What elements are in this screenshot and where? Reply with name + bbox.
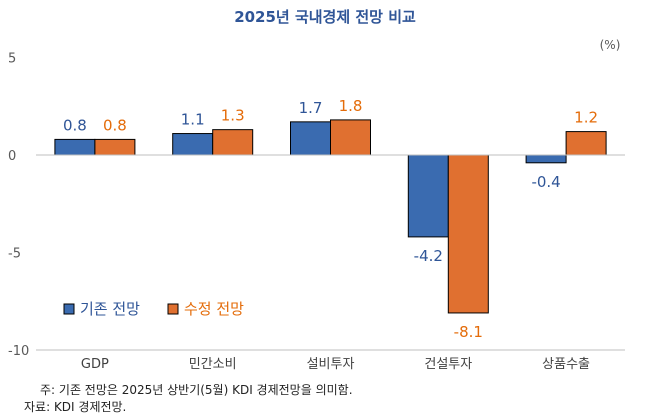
source-note: 자료: KDI 경제전망. [24,400,126,414]
bar-revised-4 [565,131,607,156]
x-tick-label: 설비투자 [307,357,355,372]
data-label-base-1: 1.1 [181,111,205,129]
bars [54,119,607,314]
bar-base-1 [172,133,214,156]
y-tick-label: -10 [8,344,29,359]
data-label-revised-3: -8.1 [454,323,483,341]
bar-revised-1 [212,129,254,156]
legend-swatch-revised [167,303,179,315]
data-label-base-3: -4.2 [414,247,443,265]
data-labels: 0.8 0.8 1.1 1.3 1.7 1.8 -4.2 -8.1 -0.4 1.2 [63,97,598,341]
x-tick-label: 상품수출 [542,357,590,372]
bar-revised-3 [447,154,489,314]
data-label-base-2: 1.7 [299,99,323,117]
x-tick-label: GDP [81,357,109,372]
unit-label: (%) [600,38,621,52]
y-axis: 5 0 -5 -10 [8,52,29,360]
bar-base-2 [290,121,331,156]
data-label-revised-2: 1.8 [339,97,363,115]
data-label-base-0: 0.8 [63,116,87,134]
x-tick-label: 민간소비 [189,357,237,372]
x-tick-label: 건설투자 [424,357,472,372]
legend-label-revised: 수정 전망 [184,300,244,318]
y-tick-label: -5 [8,247,21,262]
legend-label-base: 기존 전망 [80,300,140,318]
x-axis: GDP 민간소비 설비투자 건설투자 상품수출 [81,357,590,372]
data-label-revised-4: 1.2 [574,109,598,127]
data-label-base-4: -0.4 [531,173,560,191]
chart-title: 2025년 국내경제 전망 비교 [234,8,416,26]
legend-swatch-base [63,303,75,315]
y-tick-label: 0 [8,149,16,164]
footnote: 주: 기존 전망은 2025년 상반기(5월) KDI 경제전망을 의미함. [40,383,353,397]
bar-base-4 [525,154,567,164]
data-label-revised-1: 1.3 [221,107,245,125]
y-tick-label: 5 [8,52,16,67]
bar-base-3 [407,154,449,238]
legend: 기존 전망 수정 전망 [63,300,244,318]
bar-revised-0 [94,138,136,156]
bar-base-0 [54,138,96,156]
data-label-revised-0: 0.8 [103,116,127,134]
bar-revised-2 [330,119,371,156]
